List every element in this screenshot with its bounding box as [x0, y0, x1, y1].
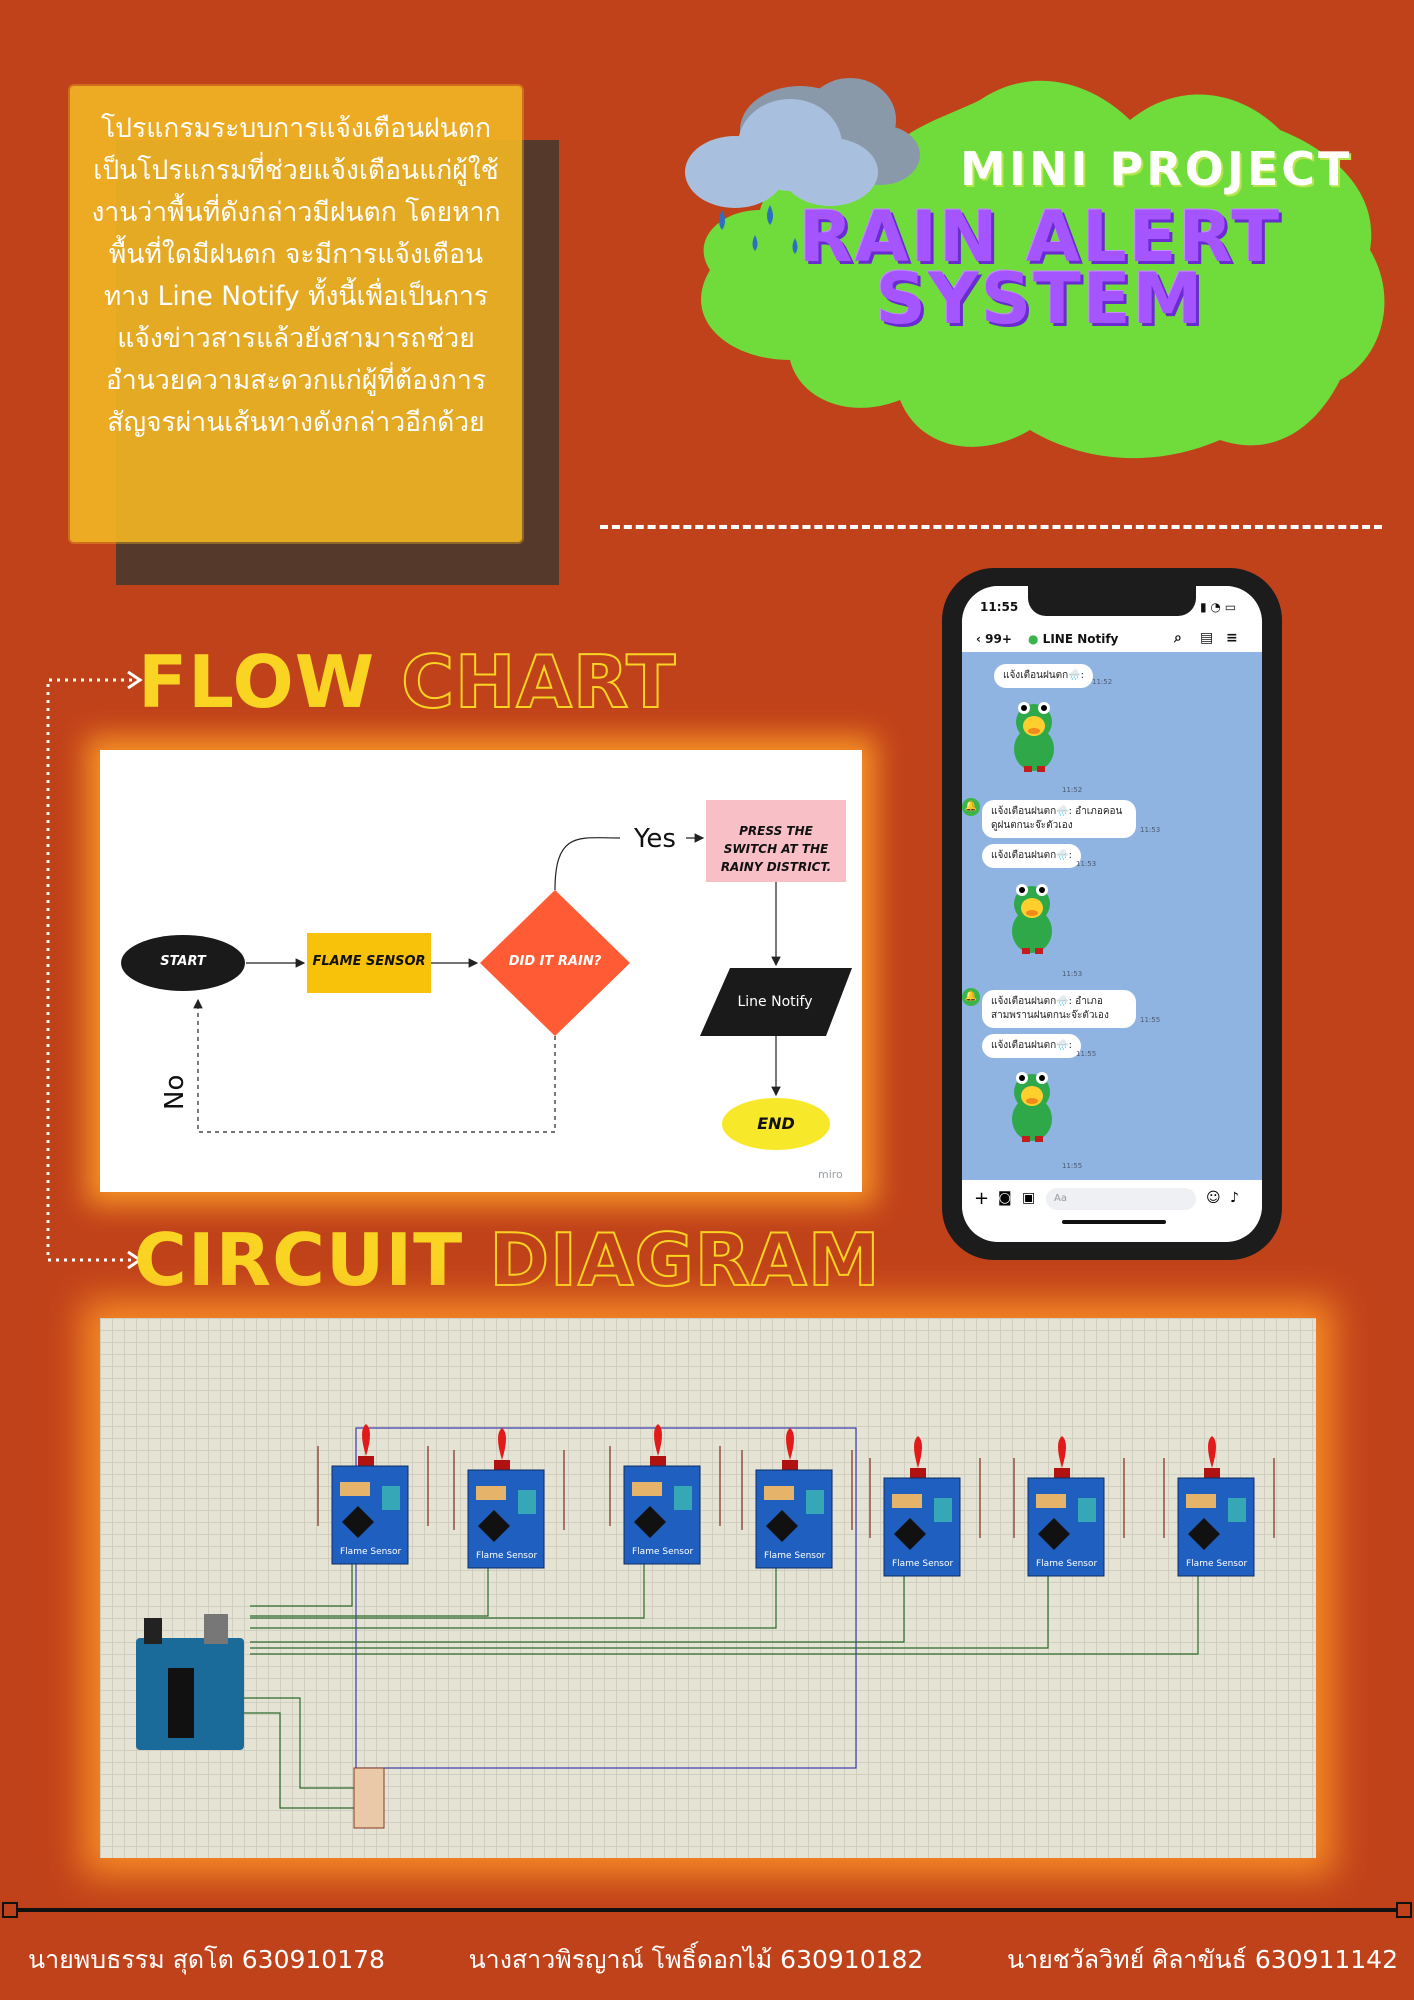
author-1: นายพบธรรม สุดโต 630910178: [28, 1945, 385, 1974]
chat-title-text: LINE Notify: [1042, 632, 1119, 646]
action-node: [706, 800, 846, 882]
intro-card: [70, 86, 522, 542]
camera-icon[interactable]: ◙: [998, 1190, 1012, 1206]
sensor-label: Flame Sensor: [1036, 1559, 1098, 1569]
chat-title: ● LINE Notify: [1028, 632, 1118, 646]
action-label: PRESS THE SWITCH AT THE RAINY DISTRICT.: [720, 824, 832, 874]
author-2: นางสาวพิรญาณ์ โพธิ์ดอกไม้ 630910182: [468, 1945, 924, 1974]
intro-text: โปรแกรมระบบการแจ้งเตือนฝนตก เป็นโปรแกรมท…: [91, 113, 501, 438]
plus-icon[interactable]: +: [974, 1188, 990, 1209]
rain-drops-icon: [719, 205, 813, 254]
message-bubble[interactable]: แจ้งเตือนฝนตก🌧️: อำเภอคอนดูฝนตกนะจ๊ะตัวเ…: [982, 800, 1136, 838]
footer-dot-right: [1396, 1902, 1412, 1918]
sensor-label: Flame Sensor: [340, 1547, 402, 1557]
phone-notch: [1028, 586, 1196, 616]
sensor-label: Flame Sensor: [892, 1559, 954, 1569]
unread-count: 99+: [985, 632, 1012, 646]
frog-sticker-icon: [1012, 1072, 1052, 1142]
start-label: START: [160, 954, 206, 969]
footer-dot-left: [2, 1902, 18, 1918]
status-icons: ▮ ◔ ▭: [1200, 600, 1237, 614]
back-button[interactable]: ‹ 99+: [976, 632, 1012, 646]
title-line-1: RAIN ALERT: [798, 196, 1282, 278]
sensor-label: Flame Sensor: [476, 1551, 538, 1561]
decision-label: DID IT RAIN?: [508, 954, 602, 969]
arduino-board-icon: [136, 1614, 244, 1750]
input-bar: + ◙ ▣ Aa ☺ ♪: [962, 1180, 1262, 1242]
circuit-heading-outline: DIAGRAM: [488, 1217, 881, 1303]
phone-screen: 11:55 ▮ ◔ ▭ ‹ 99+ ● LINE Notify ⌕ ▤ ≡ แจ…: [962, 586, 1262, 1242]
menu-icon[interactable]: ≡: [1226, 630, 1238, 646]
search-icon[interactable]: ⌕: [1174, 630, 1182, 646]
flow-heading-outline: CHART: [400, 639, 677, 725]
sticker-time: 11:53: [1062, 970, 1083, 978]
circuit-diagram-heading: CIRCUIT DIAGRAM: [134, 1217, 881, 1303]
notify-label: Line Notify: [737, 994, 813, 1010]
message-bubble[interactable]: แจ้งเตือนฝนตก🌧️:: [982, 844, 1082, 868]
section-connector: [46, 670, 143, 1270]
flame-sensor-module: Flame Sensor: [1027, 1436, 1105, 1577]
message-time: 11:55: [1076, 1050, 1097, 1058]
cloud-icon: [685, 78, 920, 208]
sensor-node: [307, 933, 431, 993]
emoji-icon[interactable]: ☺: [1206, 1190, 1221, 1206]
flow-chart-heading: FLOW CHART: [138, 639, 677, 725]
home-indicator: [1062, 1220, 1166, 1224]
sensor-label: Flame Sensor: [764, 1551, 826, 1561]
bell-icon: 🔔: [962, 798, 980, 816]
message-bubble[interactable]: แจ้งเตือนฝนตก🌧️:: [982, 1034, 1082, 1058]
flame-sensor-module: Flame Sensor: [331, 1424, 409, 1565]
message-bubble[interactable]: แจ้งเตือนฝนตก🌧️:: [994, 664, 1094, 688]
flowchart-graphic: [121, 800, 852, 1150]
message-time: 11:53: [1140, 826, 1161, 834]
bell-icon: 🔔: [962, 988, 980, 1006]
flame-sensor-module: Flame Sensor: [623, 1424, 701, 1565]
status-time: 11:55: [980, 600, 1019, 614]
author-3: นายชวัลวิทย์ ศิลาขันธ์ 630911142: [1007, 1945, 1398, 1974]
message-time: 11:52: [1092, 678, 1113, 686]
notify-node: [700, 968, 852, 1036]
mic-icon[interactable]: ♪: [1230, 1190, 1239, 1206]
sensor-label: FLAME SENSOR: [312, 954, 426, 969]
circuit-heading-solid: CIRCUIT: [134, 1218, 464, 1302]
footer-line: [10, 1908, 1404, 1912]
flow-heading-solid: FLOW: [138, 640, 376, 724]
image-icon[interactable]: ▣: [1022, 1190, 1036, 1206]
yes-label: Yes: [634, 824, 676, 854]
flowchart-panel: START FLAME SENSOR DID IT RAIN? PRESS TH…: [100, 750, 862, 1192]
notes-icon[interactable]: ▤: [1200, 630, 1214, 646]
footer-names: นายพบธรรม สุดโต 630910178 นางสาวพิรญาณ์ …: [28, 1940, 1398, 1980]
message-time: 11:55: [1140, 1016, 1161, 1024]
switch-pack-icon: [353, 1767, 385, 1829]
circuit-graphic: Flame Sensor Flame Sensor Flame Sensor Flam…: [136, 1424, 1275, 1829]
title-mini-project: MINI PROJECT: [960, 142, 1353, 196]
sensor-label: Flame Sensor: [632, 1547, 694, 1557]
flame-sensor-module: Flame Sensor: [755, 1428, 833, 1569]
message-input[interactable]: Aa: [1046, 1188, 1196, 1210]
dashed-divider: [600, 525, 1382, 529]
green-paint-blob: [701, 80, 1385, 459]
circuit-panel: Flame Sensor Flame Sensor Flame Sensor Flam…: [100, 1318, 1316, 1858]
sticker-time: 11:55: [1062, 1162, 1083, 1170]
no-label: No: [160, 1074, 190, 1110]
decision-node: [480, 890, 630, 1036]
end-label: END: [757, 1114, 795, 1133]
frog-sticker-icon: [1012, 884, 1052, 954]
title-graphic: [685, 78, 1385, 459]
sticker-time: 11:52: [1062, 786, 1083, 794]
message-time: 11:53: [1076, 860, 1097, 868]
start-node: [121, 935, 245, 991]
sensor-label: Flame Sensor: [1186, 1559, 1248, 1569]
flame-sensor-module: Flame Sensor: [1177, 1436, 1255, 1577]
flame-sensor-module: Flame Sensor: [883, 1436, 961, 1577]
title-line-2: SYSTEM: [875, 258, 1205, 340]
back-chevron-icon: ‹: [976, 632, 981, 646]
frog-sticker-icon: [1014, 702, 1054, 772]
notify-status-icon: ●: [1028, 632, 1039, 646]
message-bubble[interactable]: แจ้งเตือนฝนตก🌧️: อำเภอสามพรานฝนตกนะจ๊ะตั…: [982, 990, 1136, 1028]
miro-watermark: miro: [818, 1168, 843, 1181]
flame-sensor-module: Flame Sensor: [467, 1428, 545, 1569]
title-main: RAIN ALERT SYSTEM: [760, 196, 1320, 340]
end-node: [722, 1098, 830, 1150]
